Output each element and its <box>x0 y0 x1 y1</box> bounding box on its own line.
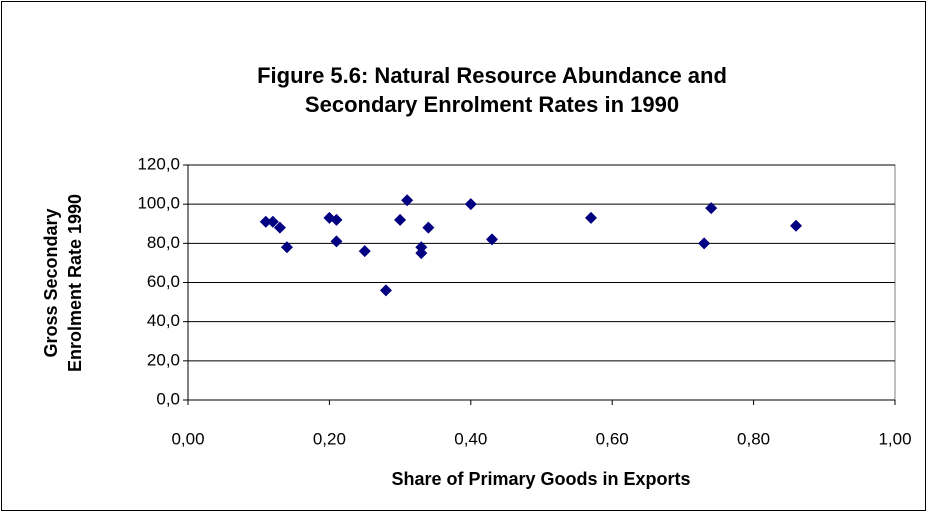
point <box>401 194 414 207</box>
point <box>394 213 407 226</box>
point <box>259 215 272 228</box>
point <box>705 202 718 215</box>
point <box>266 215 279 228</box>
point <box>358 245 371 258</box>
point <box>415 247 428 260</box>
y-tick-label: 60,0 <box>147 272 180 291</box>
y-tick-label: 100,0 <box>137 194 180 213</box>
y-tick-label: 120,0 <box>137 154 180 173</box>
x-tick-label: 1,00 <box>878 429 911 448</box>
point <box>280 241 293 254</box>
chart-title: Figure 5.6: Natural Resource Abundance a… <box>257 63 727 88</box>
point <box>379 284 392 297</box>
x-tick-label: 0,80 <box>737 429 770 448</box>
point <box>584 211 597 224</box>
point <box>330 235 343 248</box>
x-tick-label: 0,40 <box>454 429 487 448</box>
y-tick-label: 80,0 <box>147 233 180 252</box>
y-tick-label: 0,0 <box>156 389 180 408</box>
x-tick-label: 0,00 <box>171 429 204 448</box>
point <box>273 221 286 234</box>
point <box>486 233 499 246</box>
y-tick-label: 40,0 <box>147 311 180 330</box>
x-axis-label: Share of Primary Goods in Exports <box>391 469 690 489</box>
point <box>464 198 477 211</box>
x-tick-label: 0,20 <box>313 429 346 448</box>
point <box>698 237 711 250</box>
point <box>790 219 803 232</box>
y-tick-label: 20,0 <box>147 350 180 369</box>
y-axis-label: Enrolment Rate 1990 <box>65 194 85 372</box>
chart-title: Secondary Enrolment Rates in 1990 <box>305 92 679 117</box>
point <box>330 213 343 226</box>
x-tick-label: 0,60 <box>596 429 629 448</box>
y-axis-label: Gross Secondary <box>41 208 61 357</box>
point <box>422 221 435 234</box>
